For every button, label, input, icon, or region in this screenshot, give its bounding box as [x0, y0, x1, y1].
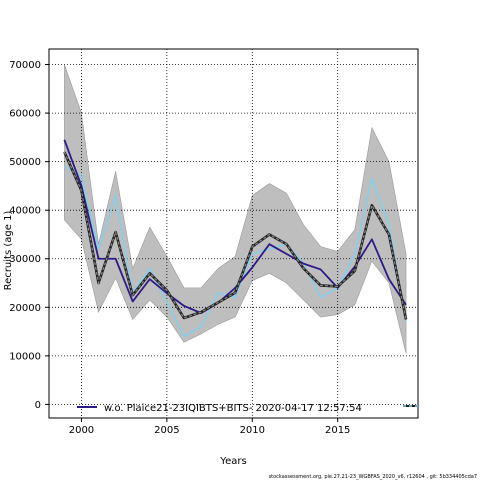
confidence-band: [64, 64, 407, 354]
y-tick-label: 50000: [9, 157, 41, 168]
x-tick-label: 2000: [69, 425, 94, 436]
y-tick-label: 20000: [9, 303, 41, 314]
x-tick-label: 2005: [154, 425, 179, 436]
footer-note: stockassessment.org, ple.27.21-23_WGBFAS…: [269, 474, 477, 480]
series-layer: [63, 139, 408, 338]
y-tick-label: 30000: [9, 254, 41, 265]
x-tick-label: 2010: [240, 425, 265, 436]
x-tick-label: 2015: [325, 425, 350, 436]
y-axis-label: Recruits (age 1): [3, 211, 14, 291]
series-line-0: [63, 139, 407, 315]
series-line-1: [63, 165, 407, 338]
y-tick-label: 0: [35, 400, 41, 411]
y-tick-label: 60000: [9, 109, 41, 120]
confidence-band-layer: [64, 64, 407, 354]
y-tick-label: 10000: [9, 351, 41, 362]
y-tick-label: 40000: [9, 206, 41, 217]
plot-frame: [48, 48, 419, 419]
y-tick-label: 70000: [9, 60, 41, 71]
legend-label: w.o. Plaice21-23IQIBTS+BITS- 2020-04-17 …: [104, 403, 362, 414]
series-line-2-dashes: [63, 151, 407, 320]
x-axis-label: Years: [219, 456, 246, 467]
legend: w.o. Plaice21-23IQIBTS+BITS- 2020-04-17 …: [77, 403, 418, 414]
tick-layer: 2000 2005 2010 2015 0 10000 20000 30000 40000 500…: [9, 60, 350, 436]
